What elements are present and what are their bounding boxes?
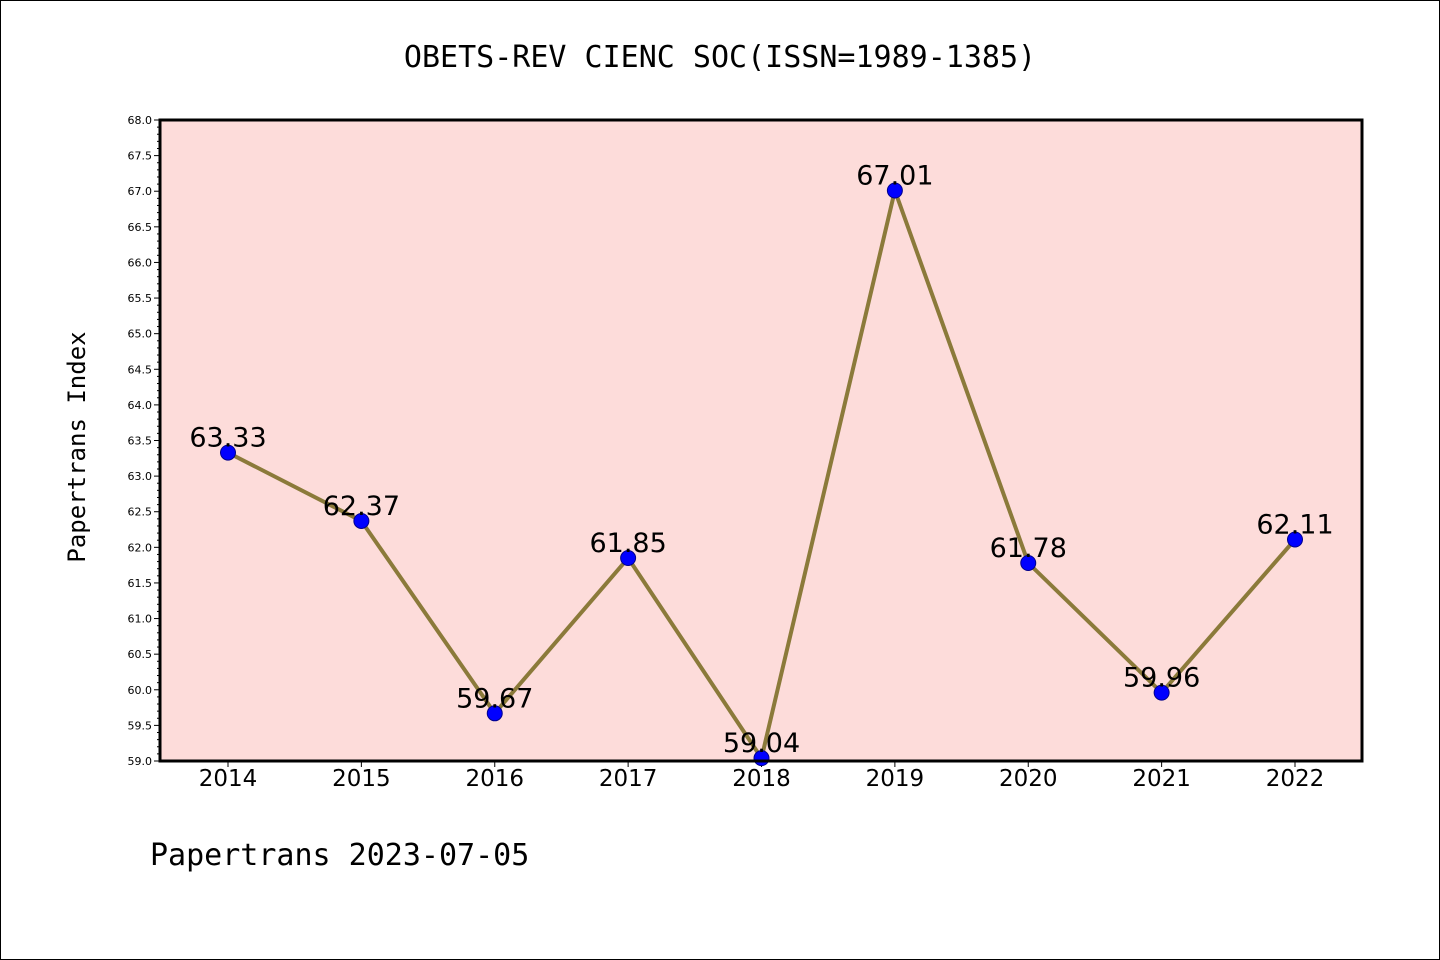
y-tick-label: 61.5 [128, 577, 153, 590]
data-point [886, 182, 903, 199]
data-point [1153, 684, 1170, 701]
y-tick-label: 63.5 [128, 435, 153, 448]
x-tick-label: 2015 [332, 766, 391, 792]
y-axis-label: Papertrans Index [63, 331, 91, 562]
y-tick-label: 60.0 [128, 684, 153, 697]
y-axis-ticks: 59.0 59.5 60.0 60.5 61.0 61.5 62.0 62.5 63.0 63.5… [128, 114, 160, 768]
y-tick-label: 60.5 [128, 648, 153, 661]
plot-frame [158, 118, 1364, 763]
data-point [353, 512, 370, 529]
y-tick-label: 64.5 [128, 363, 153, 376]
y-tick-label: 63.0 [128, 470, 153, 483]
y-tick-label: 65.0 [128, 328, 153, 341]
y-tick-label: 59.5 [128, 719, 153, 732]
data-label: 59.96 [1123, 663, 1200, 694]
y-tick-label: 65.5 [128, 292, 153, 305]
y-tick-label: 67.5 [128, 150, 153, 163]
y-tick-label: 59.0 [128, 755, 153, 768]
y-tick-label: 62.5 [128, 506, 153, 519]
data-label: 62.11 [1256, 509, 1333, 540]
y-tick-label: 66.0 [128, 256, 153, 269]
chart-title: OBETS-REV CIENC SOC(ISSN=1989-1385) [404, 40, 1036, 75]
footer-date-text: Papertrans 2023-07-05 [150, 838, 529, 873]
x-axis-ticks: 2014 2015 2016 2017 2018 2019 2020 2021 2022 [199, 761, 1325, 792]
data-label: 67.01 [856, 161, 933, 192]
x-tick-label: 2022 [1266, 766, 1325, 792]
data-label: 62.37 [323, 491, 400, 522]
plot-area [160, 120, 1362, 761]
x-tick-label: 2018 [732, 766, 791, 792]
y-tick-label: 68.0 [128, 114, 153, 127]
data-point [1020, 555, 1037, 572]
data-label: 61.85 [589, 528, 666, 559]
data-point [620, 550, 637, 567]
y-tick-label: 66.5 [128, 221, 153, 234]
data-point [486, 705, 503, 722]
data-label: 59.04 [723, 728, 800, 759]
x-tick-label: 2019 [866, 766, 925, 792]
data-point [220, 444, 236, 461]
data-label: 61.78 [990, 533, 1067, 564]
y-tick-label: 61.0 [128, 613, 153, 626]
y-tick-label: 64.0 [128, 399, 153, 412]
x-tick-label: 2014 [199, 766, 258, 792]
y-tick-label: 62.0 [128, 541, 153, 554]
x-tick-label: 2017 [599, 766, 658, 792]
y-tick-label: 67.0 [128, 185, 153, 198]
series-group: 63.33 62.37 59.67 61.85 59.04 67.01 61.78 59.96… [189, 161, 1334, 767]
data-label: 59.67 [456, 683, 533, 714]
x-tick-label: 2020 [999, 766, 1058, 792]
data-point [1287, 531, 1303, 548]
x-tick-label: 2016 [465, 766, 524, 792]
x-tick-label: 2021 [1132, 766, 1191, 792]
data-label: 63.33 [189, 423, 266, 454]
